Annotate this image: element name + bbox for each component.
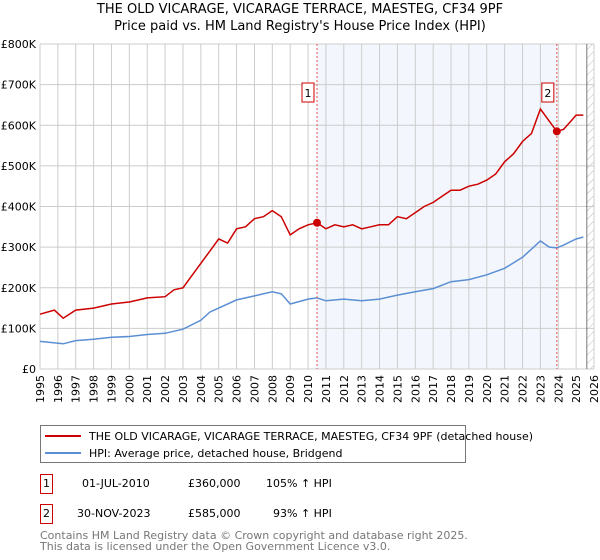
x-tick-label: 2004 (195, 375, 208, 403)
x-tick-label: 2021 (499, 375, 512, 403)
x-tick-label: 2003 (177, 375, 190, 403)
legend-item-property: THE OLD VICARAGE, VICARAGE TERRACE, MAES… (45, 428, 533, 444)
sale-badge (301, 82, 315, 103)
legend-label: THE OLD VICARAGE, VICARAGE TERRACE, MAES… (89, 429, 534, 443)
property-price-line (39, 107, 584, 320)
transaction-badge: 2 (40, 504, 53, 524)
footer-licence: This data is licensed under the Open Gov… (40, 540, 391, 553)
y-tick-label: £700K (1, 79, 37, 92)
x-tick-label: 2014 (374, 375, 387, 403)
x-tick-label: 2008 (266, 375, 279, 403)
transaction-hpi: 105% ↑ HPI (266, 477, 332, 490)
footer: Contains HM Land Registry data © Crown c… (40, 530, 468, 552)
x-tick-label: 2023 (534, 375, 547, 403)
x-tick-label: 1995 (34, 375, 47, 403)
x-tick-label: 2025 (570, 375, 583, 403)
price-chart: 1 2 1995 1996 1997 1998 1999 2000 2001 2002 2003 20… (1, 38, 600, 403)
x-tick-label: 1996 (52, 375, 65, 403)
chart-title: THE OLD VICARAGE, VICARAGE TERRACE, MAES… (96, 2, 504, 17)
x-tick-label: 2000 (123, 375, 136, 403)
legend-item-hpi: HPI: Average price, detached house, Brid… (45, 445, 342, 461)
transaction-row: 1 01-JUL-2010 £360,000 105% ↑ HPI (40, 474, 440, 494)
y-tick-label: £200K (1, 282, 37, 295)
x-tick-label: 2009 (284, 375, 297, 403)
transaction-price: £360,000 (188, 477, 241, 490)
x-tick-label: 2011 (320, 375, 333, 403)
x-tick-label: 2022 (517, 375, 530, 403)
transaction-date: 30-NOV-2023 (77, 507, 151, 520)
legend-label: HPI: Average price, detached house, Brid… (89, 446, 343, 460)
y-tick-label: £400K (1, 201, 37, 214)
sale-badge-label: 1 (305, 87, 312, 100)
y-tick-label: £100K (1, 322, 37, 335)
legend-swatch-red (45, 435, 81, 437)
transaction-row: 2 30-NOV-2023 £585,000 93% ↑ HPI (40, 504, 440, 524)
x-tick-label: 2002 (159, 375, 172, 403)
x-tick-label: 2010 (302, 375, 315, 403)
y-tick-label: £800K (1, 38, 37, 51)
x-tick-label: 2018 (445, 375, 458, 403)
y-tick-label: £600K (1, 119, 37, 132)
x-tick-label: 2016 (409, 375, 422, 403)
footer-copyright: Contains HM Land Registry data © Crown c… (40, 529, 468, 542)
legend-swatch-blue (45, 452, 81, 454)
chart-subtitle: Price paid vs. HM Land Registry's House … (114, 19, 486, 34)
transaction-hpi: 93% ↑ HPI (273, 507, 332, 520)
x-tick-label: 2019 (463, 375, 476, 403)
x-tick-label: 2001 (141, 375, 154, 403)
x-tick-label: 1998 (88, 375, 101, 403)
x-tick-label: 1999 (105, 375, 118, 403)
x-tick-label: 2017 (427, 375, 440, 403)
y-tick-label: £300K (1, 241, 37, 254)
x-tick-label: 2012 (338, 375, 351, 403)
y-tick-label: £500K (1, 160, 37, 173)
chart-legend: THE OLD VICARAGE, VICARAGE TERRACE, MAES… (40, 425, 533, 463)
sale-point (552, 127, 561, 136)
y-tick-label: £0 (22, 363, 36, 376)
transaction-date: 01-JUL-2010 (82, 477, 150, 490)
x-tick-label: 1997 (70, 375, 83, 403)
x-tick-label: 2026 (588, 375, 600, 403)
transaction-badge: 1 (40, 474, 53, 494)
x-tick-label: 2013 (356, 375, 369, 403)
transaction-price: £585,000 (188, 507, 241, 520)
x-tick-label: 2024 (552, 375, 565, 403)
x-tick-label: 2006 (231, 375, 244, 403)
x-tick-label: 2007 (248, 375, 261, 403)
sale-point (313, 218, 321, 227)
sale-badge (541, 82, 555, 103)
x-tick-label: 2005 (213, 375, 226, 403)
x-tick-label: 2015 (391, 375, 404, 403)
x-tick-label: 2020 (481, 375, 494, 403)
sale-badge-label: 2 (544, 87, 551, 100)
